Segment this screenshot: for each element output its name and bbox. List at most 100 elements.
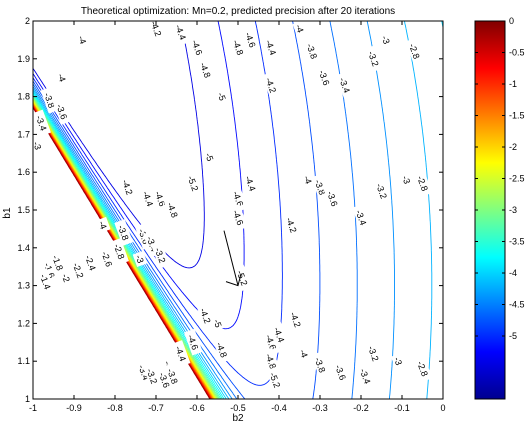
contour-label-group: -3 bbox=[390, 352, 406, 370]
contour-label-bg bbox=[378, 31, 394, 48]
y-tick-label: 1.9 bbox=[17, 54, 30, 64]
contour-label: -3.4 bbox=[358, 367, 373, 385]
y-tick-label: 1.2 bbox=[17, 318, 30, 328]
contour-label: -4 bbox=[302, 174, 314, 185]
contour-label: -3.4 bbox=[354, 209, 369, 227]
contour-label-group: -4.8 bbox=[212, 336, 232, 364]
contour-label-bg bbox=[114, 219, 134, 246]
contour-label: -4 bbox=[97, 220, 109, 231]
contour-label-bg bbox=[40, 256, 60, 284]
contour-label: -4.8 bbox=[165, 201, 180, 219]
contour-label-group: -5 bbox=[202, 148, 218, 166]
contour-label: -4.2 bbox=[198, 307, 213, 325]
x-axis-ticks: -1 -0.9 -0.8 -0.7 -0.6 -0.5 -0.4 -0.3 -0.2 -0.1 0 bbox=[29, 21, 446, 413]
contour-label-bg bbox=[315, 64, 334, 91]
contour-label-group: -3.6 bbox=[331, 358, 351, 386]
contour-label-bg bbox=[364, 45, 384, 72]
contour-label-bg bbox=[302, 37, 322, 65]
contour-label-bg bbox=[196, 302, 216, 329]
contour-label-group: -4.2 bbox=[118, 173, 138, 201]
contour-label: -3.2 bbox=[374, 182, 389, 200]
contour-label-bg bbox=[311, 351, 330, 379]
contour-label: -3.6 bbox=[325, 190, 340, 208]
y-tick-label: 1 bbox=[25, 394, 30, 404]
contour-label: -4.6 bbox=[153, 190, 168, 208]
contour-label: -3 bbox=[134, 254, 146, 265]
contour-label: -2.8 bbox=[415, 174, 430, 192]
contour-label: -3.2 bbox=[145, 367, 160, 385]
contour-label-group: -4 bbox=[300, 171, 316, 188]
contour-label-group: -4.8 bbox=[196, 56, 216, 84]
contour-label-bg bbox=[155, 366, 175, 394]
contour-label-group: -3 bbox=[378, 31, 394, 48]
contour-label-bg bbox=[151, 185, 170, 212]
contour-label-bg bbox=[132, 250, 148, 268]
contour-label: -4.8 bbox=[198, 61, 213, 79]
contour-label-group: -4 bbox=[95, 216, 111, 234]
contour-label-bg bbox=[405, 37, 425, 65]
contour-label: -3.4 bbox=[34, 114, 49, 132]
y-tick-label: 1.7 bbox=[17, 129, 30, 139]
contour-label-bg bbox=[331, 358, 351, 386]
contour-label-group: -3 bbox=[399, 171, 414, 188]
contour-label: -4.2 bbox=[284, 216, 299, 234]
contour-label-bg bbox=[261, 328, 281, 356]
contour-label: -3.4 bbox=[337, 76, 352, 94]
contour-label: -3.8 bbox=[313, 178, 328, 196]
contour-label-bg bbox=[40, 86, 60, 114]
contour-label: -4.8 bbox=[231, 38, 246, 56]
contour-label-bg bbox=[147, 21, 166, 42]
contour-label-group: -4.2 bbox=[282, 211, 302, 239]
contour-label-bg bbox=[151, 241, 170, 269]
contour-label-group: -4.4 bbox=[171, 21, 191, 46]
y-tick-label: 1.4 bbox=[17, 243, 30, 253]
contour-label-bg bbox=[296, 345, 312, 362]
contour-label-group: -3.8 bbox=[302, 37, 322, 65]
x-tick-label: -0.4 bbox=[271, 403, 287, 413]
contour-label-bg bbox=[241, 26, 261, 54]
contour-label: -4.6 bbox=[263, 333, 278, 351]
contour-label: -4.2 bbox=[120, 178, 135, 196]
colorbar-tick-label: -2.5 bbox=[509, 174, 525, 184]
contour-label-bg bbox=[52, 98, 72, 125]
contour-label-bg bbox=[390, 352, 406, 370]
contour-label: -3.6 bbox=[317, 69, 332, 87]
contour-label-group: -3 bbox=[33, 137, 45, 154]
contour-label-bg bbox=[413, 169, 433, 197]
contour-label: -4.4 bbox=[272, 326, 287, 344]
contour-label-bg bbox=[75, 31, 91, 48]
contour-label-group: -4 bbox=[75, 31, 91, 48]
contour-label: -5.2 bbox=[268, 371, 283, 389]
contour-line bbox=[33, 21, 395, 399]
x-tick-label: -0.1 bbox=[394, 403, 410, 413]
contour-label: -3.8 bbox=[304, 42, 319, 60]
contour-label: -4.4 bbox=[173, 345, 188, 363]
contour-label: -4 bbox=[76, 34, 88, 45]
contour-label-group: -4.6 bbox=[261, 328, 281, 356]
contour-label-bg bbox=[261, 71, 281, 99]
contour-label-group: -5.2 bbox=[266, 366, 285, 394]
contour-line bbox=[33, 98, 218, 399]
contour-label-bg bbox=[399, 171, 414, 188]
y-tick-label: 1.3 bbox=[17, 281, 30, 291]
contour-label-group: -4.8 bbox=[229, 33, 248, 61]
contour-label: -3 bbox=[400, 174, 412, 185]
contour-label-group: -4.6 bbox=[229, 185, 248, 212]
contour-label: -4.6 bbox=[231, 209, 246, 227]
contour-label-group: -2.8 bbox=[110, 238, 129, 265]
contour-label-bg bbox=[188, 33, 207, 61]
contour-label: -4.4 bbox=[243, 174, 258, 192]
contour-label-bg bbox=[184, 328, 203, 356]
contour-label: -3.8 bbox=[313, 356, 328, 374]
contour-label-bg bbox=[54, 69, 70, 86]
contour-label-group: -5 bbox=[214, 88, 230, 105]
contour-label-bg bbox=[241, 169, 261, 197]
contour-label-group: -2.8 bbox=[413, 355, 433, 382]
contour-line bbox=[33, 96, 221, 399]
contour-label-group: -3.2 bbox=[364, 45, 384, 72]
contour-label: -4.6 bbox=[190, 38, 205, 56]
contour-label-group: -2.6 bbox=[97, 245, 117, 273]
contour-label-group: -4.2 bbox=[286, 306, 306, 333]
contour-label: -1.4 bbox=[38, 273, 53, 291]
